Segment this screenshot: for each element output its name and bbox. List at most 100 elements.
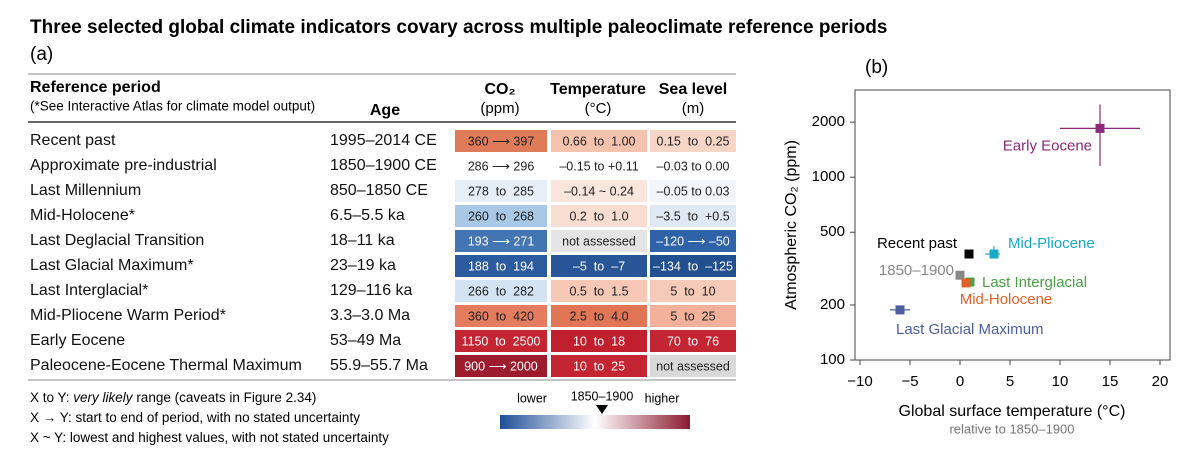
header: Reference period bbox=[30, 79, 161, 96]
cell bbox=[650, 180, 736, 202]
header: Sea level bbox=[659, 81, 728, 98]
point-label: Early Eocene bbox=[1003, 137, 1092, 154]
y-tick-label: 100 bbox=[820, 351, 845, 368]
cell bbox=[455, 230, 547, 252]
cell bbox=[455, 280, 547, 302]
header-unit: (ppm) bbox=[480, 100, 519, 117]
cell bbox=[455, 205, 547, 227]
colorbar-label: 1850–1900 bbox=[571, 389, 634, 403]
cell-text: not assessed bbox=[656, 359, 730, 373]
y-tick-label: 1000 bbox=[812, 168, 845, 185]
x-axis-sublabel: relative to 1850–1900 bbox=[949, 421, 1074, 436]
cell-text: 360 to 420 bbox=[468, 309, 534, 323]
x-axis-label: Global surface temperature (°C) bbox=[899, 403, 1126, 420]
cell bbox=[650, 205, 736, 227]
cell-text: –120 ⟶ –50 bbox=[656, 234, 730, 248]
age: 18–11 ka bbox=[330, 232, 395, 249]
cell-text: 2.5 to 4.0 bbox=[569, 309, 628, 323]
header: Age bbox=[370, 102, 400, 119]
age: 3.3–3.0 Ma bbox=[330, 307, 410, 324]
point bbox=[964, 249, 974, 259]
age: 1995–2014 CE bbox=[330, 132, 437, 149]
colorbar bbox=[500, 415, 690, 429]
cell bbox=[551, 180, 647, 202]
period: Recent past bbox=[30, 132, 116, 149]
age: 850–1850 CE bbox=[330, 182, 428, 199]
header-note: (*See Interactive Atlas for climate mode… bbox=[30, 99, 315, 114]
point bbox=[961, 278, 971, 288]
point bbox=[895, 305, 905, 315]
cell-text: 193 ⟶ 271 bbox=[468, 234, 535, 248]
cell bbox=[455, 180, 547, 202]
cell-text: 10 to 18 bbox=[573, 334, 625, 348]
cell-text: 1150 to 2500 bbox=[461, 334, 540, 348]
y-axis-label: Atmospheric CO₂ (ppm) bbox=[783, 140, 800, 310]
x-tick-label: −5 bbox=[901, 373, 918, 390]
point-label: 1850–1900 bbox=[879, 262, 954, 279]
cell-text: –3.5 to +0.5 bbox=[656, 209, 729, 223]
x-tick-label: −10 bbox=[847, 373, 872, 390]
figure-title: Three selected global climate indicators… bbox=[30, 17, 887, 38]
note-part: range (caveats in Figure 2.34) bbox=[133, 390, 317, 405]
cell bbox=[455, 305, 547, 327]
header: CO₂ bbox=[484, 81, 515, 98]
colorbar-label: lower bbox=[517, 391, 547, 405]
age: 55.9–55.7 Ma bbox=[330, 357, 428, 374]
cell bbox=[650, 230, 736, 252]
cell bbox=[551, 255, 647, 277]
age: 6.5–5.5 ka bbox=[330, 207, 405, 224]
cell-text: 188 to 194 bbox=[468, 259, 534, 273]
cell bbox=[650, 155, 736, 177]
x-tick-label: 5 bbox=[1006, 373, 1014, 390]
cell bbox=[551, 130, 647, 152]
cell-text: –134 to –125 bbox=[653, 259, 733, 273]
cell bbox=[650, 280, 736, 302]
age: 129–116 ka bbox=[330, 282, 413, 299]
cell bbox=[551, 330, 647, 352]
period: Last Millennium bbox=[30, 182, 141, 199]
colorbar-label: higher bbox=[645, 391, 680, 405]
cell bbox=[650, 355, 736, 377]
point-label: Mid-Pliocene bbox=[1008, 235, 1095, 252]
cell-text: –0.15 to +0.11 bbox=[559, 159, 638, 173]
cell-text: not assessed bbox=[562, 234, 636, 248]
cell-text: –0.03 to 0.00 bbox=[657, 159, 730, 173]
note: X ~ Y: lowest and highest values, with n… bbox=[30, 430, 389, 445]
period: Last Interglacial* bbox=[30, 282, 148, 299]
cell-text: 5 to 25 bbox=[670, 309, 715, 323]
note: X to Y: very likely range (caveats in Fi… bbox=[30, 390, 316, 405]
x-tick-label: 20 bbox=[1152, 373, 1169, 390]
cell-text: 266 to 282 bbox=[468, 284, 534, 298]
cell bbox=[455, 255, 547, 277]
period: Paleocene-Eocene Thermal Maximum bbox=[30, 357, 302, 374]
cell bbox=[650, 130, 736, 152]
cell bbox=[650, 330, 736, 352]
point bbox=[955, 270, 965, 280]
cell-text: 278 to 285 bbox=[468, 184, 534, 198]
cell-text: 900 ⟶ 2000 bbox=[464, 359, 538, 373]
note-part: X → Y: start to end of period, with no s… bbox=[30, 410, 360, 425]
cell-text: 0.66 to 1.00 bbox=[563, 134, 636, 148]
point-label: Last Interglacial bbox=[982, 274, 1087, 291]
point bbox=[989, 249, 999, 259]
period: Mid-Holocene* bbox=[30, 207, 135, 224]
cell-text: 0.5 to 1.5 bbox=[569, 284, 628, 298]
cell bbox=[455, 355, 547, 377]
y-tick-label: 2000 bbox=[812, 113, 845, 130]
age: 23–19 ka bbox=[330, 257, 396, 274]
cell bbox=[455, 130, 547, 152]
point-label: Mid-Holocene bbox=[960, 291, 1053, 308]
cell-text: 70 to 76 bbox=[667, 334, 719, 348]
period: Last Deglacial Transition bbox=[30, 232, 204, 249]
note-part: X to Y: bbox=[30, 390, 73, 405]
cell-text: 286 ⟶ 296 bbox=[468, 159, 535, 173]
colorbar-marker bbox=[596, 405, 608, 414]
period: Early Eocene bbox=[30, 332, 125, 349]
age: 1850–1900 CE bbox=[330, 157, 437, 174]
header-unit: (°C) bbox=[585, 100, 612, 117]
cell bbox=[455, 330, 547, 352]
cell-text: 10 to 25 bbox=[573, 359, 625, 373]
panel-label: (b) bbox=[865, 57, 888, 78]
note-part: X ~ Y: lowest and highest values, with n… bbox=[30, 430, 389, 445]
